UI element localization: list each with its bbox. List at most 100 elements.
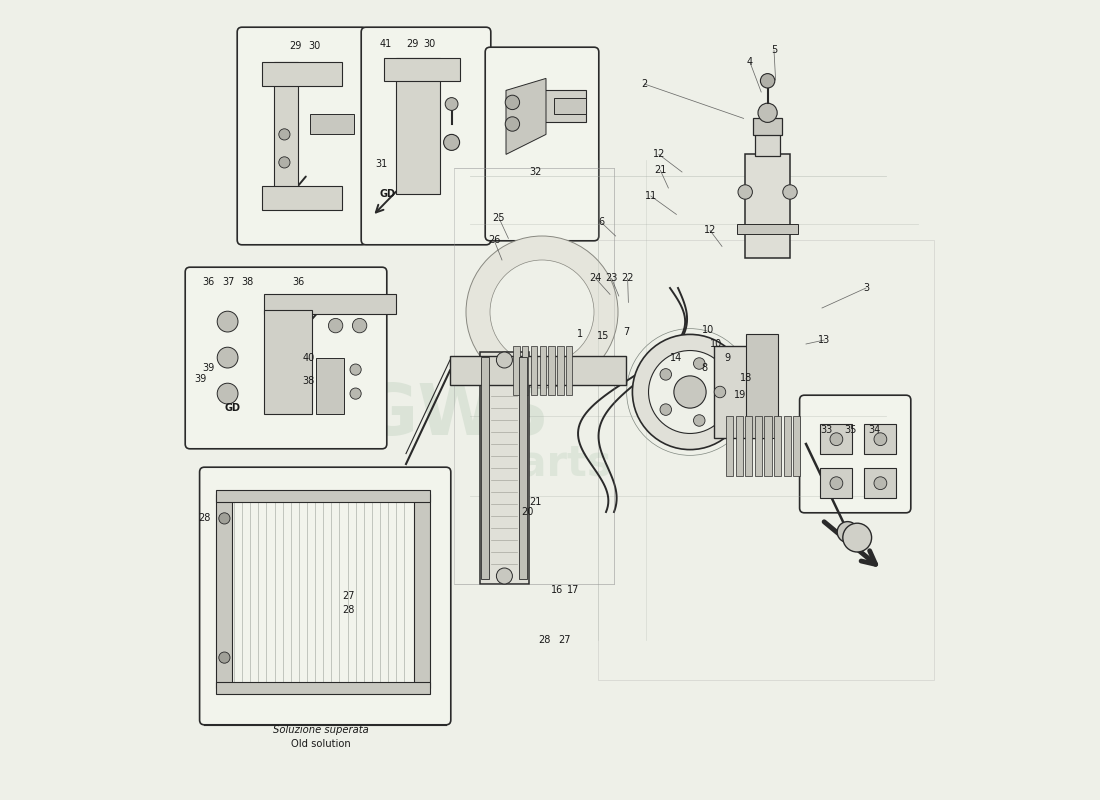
Text: 27: 27 <box>558 635 571 645</box>
Bar <box>726 416 734 476</box>
Text: 13: 13 <box>818 335 830 345</box>
Circle shape <box>505 117 519 131</box>
Bar <box>566 346 572 395</box>
Text: 38: 38 <box>302 376 315 386</box>
Circle shape <box>649 350 732 434</box>
Circle shape <box>217 347 238 368</box>
Bar <box>737 224 797 234</box>
Text: GWS: GWS <box>359 382 550 450</box>
Bar <box>217 494 232 688</box>
Circle shape <box>874 433 887 446</box>
Text: 19: 19 <box>735 390 747 400</box>
Bar <box>774 416 781 476</box>
Text: 38: 38 <box>242 277 254 286</box>
Bar <box>793 416 801 476</box>
Text: 33: 33 <box>820 425 832 434</box>
Text: 39: 39 <box>195 374 207 384</box>
Text: 1: 1 <box>578 330 583 339</box>
Circle shape <box>217 383 238 404</box>
Bar <box>783 416 791 476</box>
Circle shape <box>505 95 519 110</box>
Bar <box>506 90 586 122</box>
Circle shape <box>278 129 290 140</box>
Text: 23: 23 <box>605 274 618 283</box>
Circle shape <box>278 157 290 168</box>
Text: 9: 9 <box>725 353 730 362</box>
Bar <box>310 114 354 134</box>
Circle shape <box>837 522 858 542</box>
Text: 28: 28 <box>342 606 354 615</box>
Text: 40: 40 <box>302 353 315 362</box>
Circle shape <box>632 334 748 450</box>
FancyBboxPatch shape <box>361 27 491 245</box>
Bar <box>217 490 430 502</box>
Circle shape <box>874 477 887 490</box>
Circle shape <box>660 369 671 380</box>
Circle shape <box>496 352 513 368</box>
Circle shape <box>660 404 671 415</box>
Text: Parts: Parts <box>488 443 612 485</box>
Bar <box>262 62 342 86</box>
Circle shape <box>830 433 843 446</box>
Bar <box>274 62 298 202</box>
Text: 36: 36 <box>202 277 215 286</box>
Bar <box>531 346 537 395</box>
Text: 28: 28 <box>198 513 210 522</box>
Text: 30: 30 <box>308 41 320 50</box>
Bar <box>454 168 614 584</box>
Bar <box>736 416 743 476</box>
Text: 18: 18 <box>740 374 752 383</box>
Text: 30: 30 <box>424 39 436 49</box>
Bar <box>754 118 782 135</box>
Text: 41: 41 <box>379 39 392 49</box>
Bar <box>764 416 771 476</box>
Bar <box>514 346 519 395</box>
Text: Soluzione superata: Soluzione superata <box>273 725 370 734</box>
Bar <box>262 186 342 210</box>
FancyBboxPatch shape <box>199 467 451 725</box>
Text: 26: 26 <box>487 235 500 245</box>
Circle shape <box>693 414 705 426</box>
Text: 35: 35 <box>845 425 857 434</box>
Text: 12: 12 <box>704 226 716 235</box>
Bar <box>217 682 430 694</box>
Bar <box>480 352 529 584</box>
Bar <box>264 294 396 314</box>
Circle shape <box>466 236 618 388</box>
Text: 21: 21 <box>529 498 542 507</box>
Text: 25: 25 <box>493 213 505 222</box>
Bar <box>745 154 790 258</box>
Bar <box>865 468 896 498</box>
Text: 37: 37 <box>222 277 234 286</box>
Text: 21: 21 <box>654 166 667 175</box>
Text: GD: GD <box>224 403 241 413</box>
Circle shape <box>693 358 705 370</box>
Circle shape <box>674 376 706 408</box>
Circle shape <box>350 364 361 375</box>
Text: 8: 8 <box>702 363 707 373</box>
Text: Old solution: Old solution <box>292 739 351 749</box>
Circle shape <box>760 74 774 88</box>
Text: GD: GD <box>379 190 396 199</box>
Circle shape <box>738 185 752 199</box>
Bar <box>745 416 752 476</box>
Text: 28: 28 <box>538 635 551 645</box>
Text: 3: 3 <box>862 283 869 293</box>
Bar <box>755 134 780 156</box>
Circle shape <box>443 134 460 150</box>
Circle shape <box>217 311 238 332</box>
Bar <box>549 346 554 395</box>
Circle shape <box>352 318 366 333</box>
Bar <box>519 357 527 579</box>
Text: 11: 11 <box>645 191 657 201</box>
Circle shape <box>758 103 778 122</box>
Bar <box>384 58 460 81</box>
Bar <box>755 416 762 476</box>
Text: 36: 36 <box>292 277 304 286</box>
Text: 24: 24 <box>590 274 602 283</box>
Text: 10: 10 <box>702 326 715 335</box>
Text: 20: 20 <box>521 507 534 517</box>
Bar <box>396 58 440 194</box>
FancyBboxPatch shape <box>800 395 911 513</box>
FancyBboxPatch shape <box>238 27 366 245</box>
